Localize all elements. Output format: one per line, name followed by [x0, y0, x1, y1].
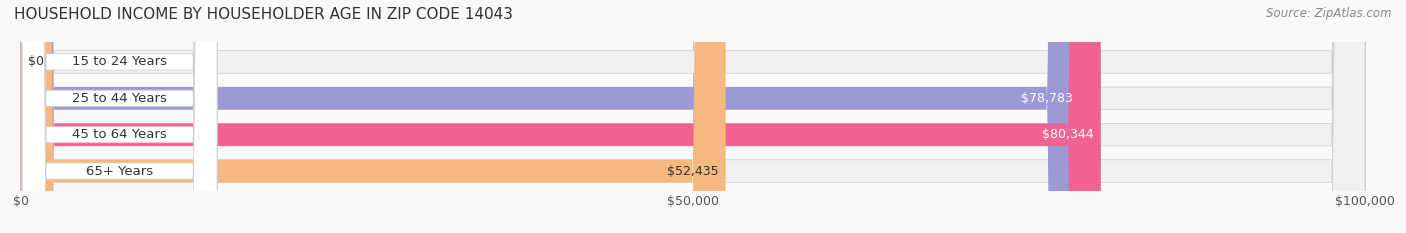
FancyBboxPatch shape — [22, 0, 217, 233]
Text: $52,435: $52,435 — [668, 164, 718, 178]
FancyBboxPatch shape — [21, 0, 1365, 233]
FancyBboxPatch shape — [22, 0, 217, 233]
Text: 25 to 44 Years: 25 to 44 Years — [72, 92, 167, 105]
FancyBboxPatch shape — [21, 0, 725, 233]
FancyBboxPatch shape — [21, 0, 1365, 233]
Text: 45 to 64 Years: 45 to 64 Years — [72, 128, 167, 141]
Text: $0: $0 — [28, 55, 44, 69]
Text: $80,344: $80,344 — [1042, 128, 1094, 141]
FancyBboxPatch shape — [21, 0, 1365, 233]
Text: HOUSEHOLD INCOME BY HOUSEHOLDER AGE IN ZIP CODE 14043: HOUSEHOLD INCOME BY HOUSEHOLDER AGE IN Z… — [14, 7, 513, 22]
FancyBboxPatch shape — [21, 0, 1365, 233]
FancyBboxPatch shape — [21, 0, 1080, 233]
FancyBboxPatch shape — [22, 0, 217, 233]
FancyBboxPatch shape — [21, 0, 1101, 233]
Text: 65+ Years: 65+ Years — [86, 164, 153, 178]
FancyBboxPatch shape — [22, 0, 217, 233]
Text: Source: ZipAtlas.com: Source: ZipAtlas.com — [1267, 7, 1392, 20]
Text: $78,783: $78,783 — [1021, 92, 1073, 105]
Text: 15 to 24 Years: 15 to 24 Years — [72, 55, 167, 69]
